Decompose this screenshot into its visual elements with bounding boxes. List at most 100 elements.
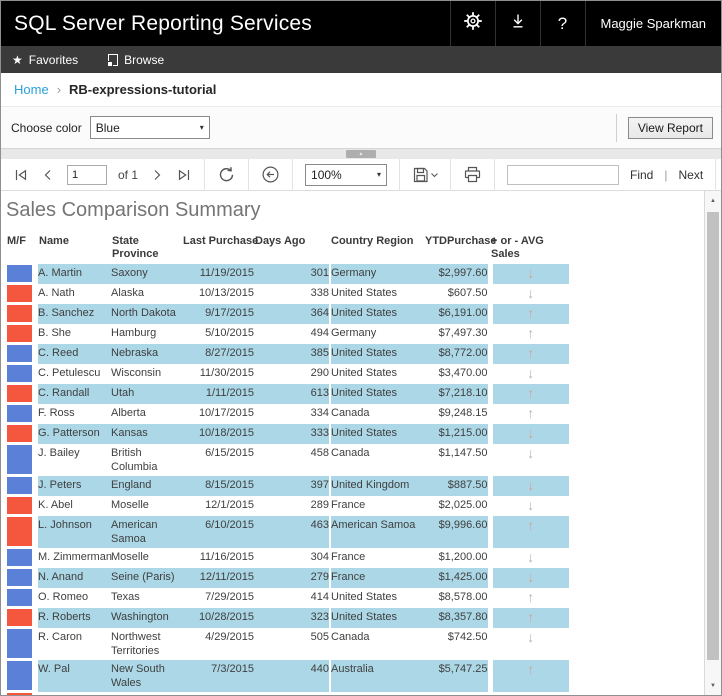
cell-last-purchase: 5/10/2015 <box>205 327 254 339</box>
download-button[interactable] <box>494 1 540 46</box>
find-next-divider: | <box>664 167 668 182</box>
cell-state-province: Utah <box>111 384 182 404</box>
cell-name: R. Roberts <box>38 608 111 628</box>
cell-trend: ↑ <box>487 324 569 344</box>
trend-arrow-icon: ↓ <box>527 445 535 461</box>
trend-arrow-icon: ↑ <box>527 517 535 533</box>
cell-last-purchase: 6/10/2015 <box>182 516 254 548</box>
report-viewer-toolbar: of 1 100% ▾ <box>1 158 721 191</box>
cell-ytd-purchase: $1,215.00 <box>424 424 490 444</box>
gender-color-square <box>7 497 32 514</box>
breadcrumb-home-link[interactable]: Home <box>14 82 49 97</box>
cell-state-province: Texas <box>111 591 140 603</box>
cell-days-ago: 323 <box>254 608 331 628</box>
cell-last-purchase: 10/17/2015 <box>198 407 254 419</box>
parameter-divider <box>615 113 617 142</box>
gender-color-square <box>7 693 32 695</box>
zoom-dropdown[interactable]: 100% ▾ <box>305 163 388 186</box>
trend-arrow-icon: ↓ <box>527 265 535 281</box>
cell-state-province: Seine (Paris) <box>111 568 182 588</box>
view-report-button[interactable]: View Report <box>627 116 713 139</box>
last-page-button[interactable] <box>176 167 192 183</box>
parameter-panel: Choose color Blue ▾ View Report <box>1 106 721 148</box>
cell-days-ago: 333 <box>254 424 331 444</box>
back-to-parent-button[interactable] <box>261 165 280 184</box>
cell-ytd-purchase: $8,357.80 <box>424 608 490 628</box>
gender-color-square <box>7 365 32 382</box>
trend-arrow-icon: ↓ <box>527 549 535 565</box>
gender-color-cell <box>6 384 38 404</box>
refresh-button[interactable] <box>217 165 236 184</box>
gender-color-cell <box>6 660 38 692</box>
cell-country-region: France <box>331 499 366 511</box>
gender-color-cell <box>6 264 38 284</box>
trend-arrow-icon: ↑ <box>527 345 535 361</box>
trend-arrow-icon: ↑ <box>527 305 535 321</box>
vertical-scrollbar[interactable]: ▲ ▼ <box>704 191 721 695</box>
scroll-up-arrow[interactable]: ▲ <box>710 197 716 204</box>
cell-last-purchase: 12/11/2015 <box>182 568 254 588</box>
col-header-mf: M/F <box>7 235 26 247</box>
cell-trend: ↓ <box>487 496 569 516</box>
cell-trend: ↑ <box>487 588 569 608</box>
cell-country-region: Australia <box>330 660 424 692</box>
scroll-down-arrow[interactable]: ▼ <box>710 682 716 689</box>
find-text-input[interactable] <box>507 164 620 185</box>
cell-ytd-purchase: $6,191.00 <box>424 304 490 324</box>
export-save-button[interactable] <box>412 166 438 184</box>
cell-days-ago: 304 <box>254 548 331 568</box>
browse-tab[interactable]: Browse <box>107 52 165 67</box>
col-header-name: Name <box>39 235 69 247</box>
browse-label: Browse <box>124 52 165 67</box>
dropdown-arrow-icon: ▾ <box>377 170 382 179</box>
cell-days-ago: 385 <box>254 344 331 364</box>
settings-button[interactable] <box>449 1 495 46</box>
cell-name: C. Reed <box>38 344 111 364</box>
cell-days-ago: 397 <box>254 476 331 496</box>
help-button[interactable]: ? <box>539 1 585 46</box>
user-menu[interactable]: Maggie Sparkman <box>584 1 722 46</box>
cell-ytd-purchase: $1,425.00 <box>424 568 490 588</box>
zoom-value: 100% <box>311 167 342 182</box>
cell-name: B. She <box>38 327 72 339</box>
favorites-tab[interactable]: ★ Favorites <box>12 53 78 67</box>
cell-days-ago: 613 <box>254 384 331 404</box>
cell-days-ago: 279 <box>254 568 331 588</box>
cell-ytd-purchase: $1,147.50 <box>438 447 488 459</box>
col-header-country: Country Region <box>331 235 414 247</box>
previous-page-button[interactable] <box>40 167 56 183</box>
cell-last-purchase: 11/30/2015 <box>199 367 254 379</box>
collapse-parameters-handle[interactable]: ▲ <box>346 150 376 158</box>
trend-arrow-icon: ↓ <box>527 285 535 301</box>
find-button[interactable]: Find <box>630 167 654 182</box>
choose-color-dropdown[interactable]: Blue ▾ <box>89 116 210 139</box>
next-page-button[interactable] <box>149 167 165 183</box>
toolbar-divider <box>399 158 401 191</box>
cell-ytd-purchase: $887.50 <box>424 476 490 496</box>
cell-last-purchase: 7/29/2015 <box>205 591 254 603</box>
report-table-body: A. Martin Saxony 11/19/2015 301 Germany … <box>6 264 569 695</box>
cell-name: J. Peters <box>38 476 111 496</box>
table-row: N. Anand Seine (Paris) 12/11/2015 279 Fr… <box>6 568 569 588</box>
gender-color-square <box>7 661 32 690</box>
cell-ytd-purchase: $2,997.60 <box>424 264 490 284</box>
cell-country-region: United States <box>331 367 398 379</box>
gender-color-square <box>7 445 32 474</box>
gender-color-cell <box>6 304 38 324</box>
cell-last-purchase: 8/27/2015 <box>182 344 254 364</box>
cell-last-purchase: 10/13/2015 <box>198 287 254 299</box>
cell-ytd-purchase: $9,248.15 <box>438 407 488 419</box>
cell-last-purchase: 7/3/2015 <box>182 660 254 692</box>
print-button[interactable] <box>463 165 482 184</box>
first-page-button[interactable] <box>13 167 29 183</box>
cell-name: A. Martin <box>38 264 111 284</box>
page-number-input[interactable] <box>67 164 107 185</box>
cell-country-region: United States <box>330 344 424 364</box>
trend-arrow-icon: ↓ <box>527 365 535 381</box>
table-row: J. Bailey British Columbia 6/15/2015 458… <box>6 444 569 476</box>
cell-state-province: Alaska <box>111 287 145 299</box>
find-next-button[interactable]: Next <box>678 167 704 182</box>
cell-name: L. Johnson <box>38 516 111 548</box>
toolbar-divider <box>248 158 250 191</box>
scrollbar-thumb[interactable] <box>707 212 719 660</box>
